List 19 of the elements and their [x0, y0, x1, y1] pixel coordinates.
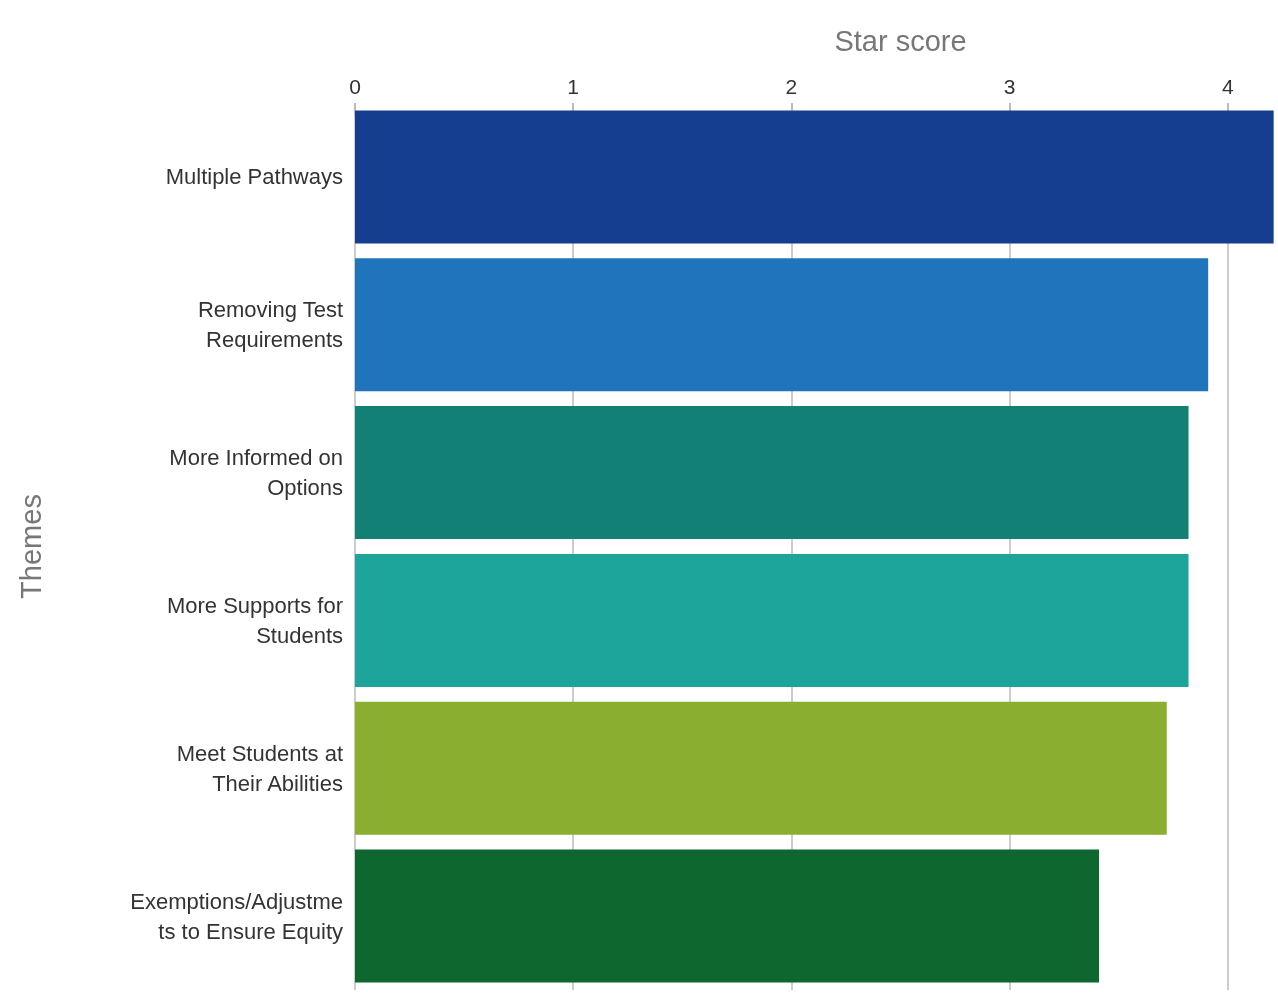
bar — [355, 849, 1100, 983]
x-tick-label: 2 — [785, 75, 798, 98]
bar — [355, 258, 1209, 392]
y-tick-label: Multiple Pathways — [165, 164, 343, 190]
x-tick-label: 1 — [567, 75, 580, 98]
bar — [355, 406, 1189, 540]
y-tick-label: More Informed on Options — [169, 445, 343, 501]
bar — [355, 110, 1274, 244]
x-tick-label: 4 — [1221, 75, 1234, 98]
y-tick-label: Removing Test Requirements — [197, 297, 343, 353]
bar — [355, 553, 1189, 687]
x-axis-title: Star score — [834, 24, 967, 57]
x-tick-label: 0 — [349, 75, 361, 98]
y-axis-title: Themes — [14, 494, 47, 599]
x-tick-label: 3 — [1003, 75, 1016, 98]
y-tick-label: Exemptions/Adjustme ts to Ensure Equity — [130, 888, 343, 944]
bar — [355, 701, 1167, 835]
y-tick-label: Meet Students at Their Abilities — [176, 740, 343, 796]
y-tick-label: More Supports for Students — [166, 592, 343, 648]
